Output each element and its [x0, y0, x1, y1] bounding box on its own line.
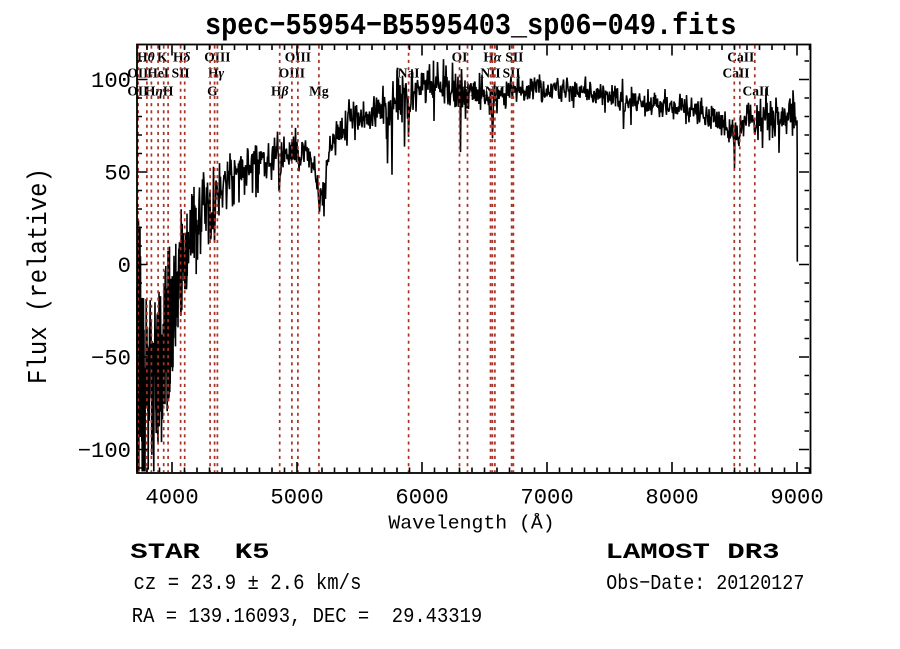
- svg-text:Wavelength (Å): Wavelength (Å): [388, 513, 554, 535]
- svg-text:100: 100: [91, 69, 131, 94]
- svg-text:SII: SII: [503, 66, 521, 81]
- svg-text:7000: 7000: [520, 486, 573, 511]
- svg-text:5000: 5000: [270, 486, 323, 511]
- svg-text:RA = 139.16093, DEC = 29.4331: RA = 139.16093, DEC = 29.43319: [132, 605, 482, 630]
- svg-text:cz = 23.9 ± 2.6 km/s: cz = 23.9 ± 2.6 km/s: [134, 572, 362, 597]
- svg-text:LAMOST DR3: LAMOST DR3: [606, 539, 780, 565]
- svg-text:Hα: Hα: [483, 49, 502, 64]
- svg-text:CaII: CaII: [727, 49, 754, 64]
- svg-text:spec−55954−B5595403_sp06−049.f: spec−55954−B5595403_sp06−049.fits: [205, 8, 736, 43]
- svg-text:−50: −50: [91, 347, 131, 372]
- svg-text:9000: 9000: [770, 486, 823, 511]
- svg-text:CaII: CaII: [722, 66, 749, 81]
- svg-text:K: K: [157, 49, 168, 64]
- svg-text:6000: 6000: [395, 486, 448, 511]
- svg-text:SII: SII: [505, 49, 523, 64]
- svg-text:0: 0: [118, 254, 131, 279]
- svg-text:Flux (relative): Flux (relative): [24, 168, 54, 384]
- svg-text:4000: 4000: [145, 486, 198, 511]
- svg-text:8000: 8000: [645, 486, 698, 511]
- svg-text:−100: −100: [78, 439, 131, 464]
- svg-text:50: 50: [104, 162, 131, 187]
- svg-text:Hη: Hη: [145, 83, 163, 98]
- svg-text:CaII: CaII: [742, 83, 769, 98]
- svg-text:Hδ: Hδ: [173, 49, 191, 64]
- svg-text:Obs−Date: 20120127: Obs−Date: 20120127: [606, 572, 804, 595]
- svg-text:OI: OI: [452, 49, 468, 64]
- svg-text:Hγ: Hγ: [208, 66, 225, 81]
- svg-text:STAR K5: STAR K5: [130, 539, 269, 565]
- svg-text:G: G: [207, 83, 218, 98]
